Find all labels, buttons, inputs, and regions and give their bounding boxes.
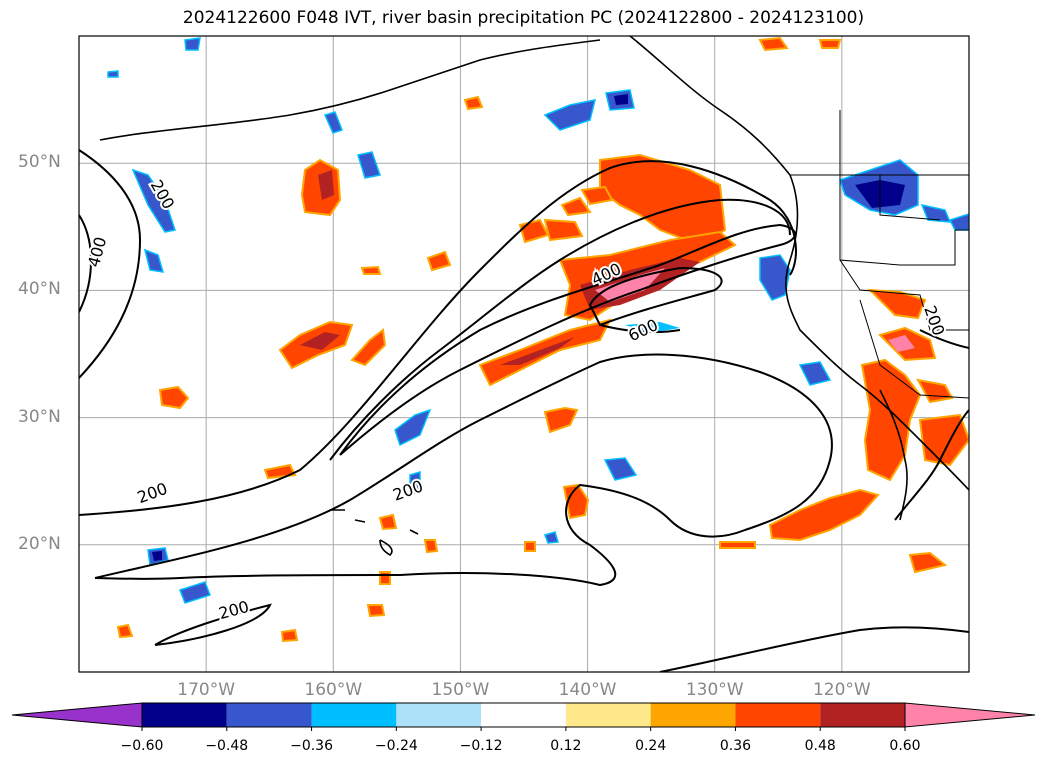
longitude-label: 170°W — [177, 680, 236, 700]
colorbar-extend-min — [11, 702, 143, 728]
state-borders — [790, 110, 969, 399]
colorbar-tick-label: 0.12 — [550, 738, 582, 754]
colorbar-extend-max — [904, 702, 1036, 728]
colorbar-segment — [820, 703, 905, 727]
colorbar-segment — [311, 703, 397, 727]
longitude-label: 120°W — [812, 680, 871, 700]
colorbar-tick-label: 0.48 — [804, 738, 836, 754]
colorbar-segment — [226, 703, 312, 727]
colorbar-segment — [650, 703, 736, 727]
colorbar-tick-label: 0.24 — [635, 738, 667, 754]
latitude-label: 20°N — [18, 533, 61, 554]
colorbar-tick-label: 0.36 — [719, 738, 752, 754]
map-gridlines — [79, 36, 969, 672]
colorbar-tick-label: 0.60 — [889, 738, 921, 754]
map-title: 2024122600 F048 IVT, river basin precipi… — [182, 8, 865, 28]
colorbar-segment — [396, 703, 482, 727]
latitude-label: 50°N — [18, 152, 61, 173]
map-frame — [78, 35, 970, 673]
longitude-label: 130°W — [685, 680, 744, 700]
colorbar-tick-label: −0.24 — [374, 738, 418, 754]
colorbar-tick-label: −0.48 — [205, 738, 249, 754]
latitude-label: 40°N — [18, 279, 61, 300]
colorbar-segment — [481, 703, 566, 727]
colorbar-segment — [565, 703, 651, 727]
colorbar-segment — [142, 703, 227, 727]
colorbar-tick-label: −0.36 — [290, 738, 333, 754]
latitude-label: 30°N — [18, 406, 61, 427]
colorbar-segment — [735, 703, 821, 727]
coastline — [99, 36, 969, 557]
precipitation-shading — [107, 36, 969, 643]
longitude-label: 150°W — [431, 680, 490, 700]
colorbar — [11, 702, 1036, 731]
colorbar-tick-label: −0.60 — [120, 738, 164, 754]
longitude-label: 160°W — [304, 680, 363, 700]
longitude-label: 140°W — [558, 680, 617, 700]
colorbar-tick-label: −0.12 — [459, 738, 503, 754]
colorbar-frame — [141, 702, 906, 728]
